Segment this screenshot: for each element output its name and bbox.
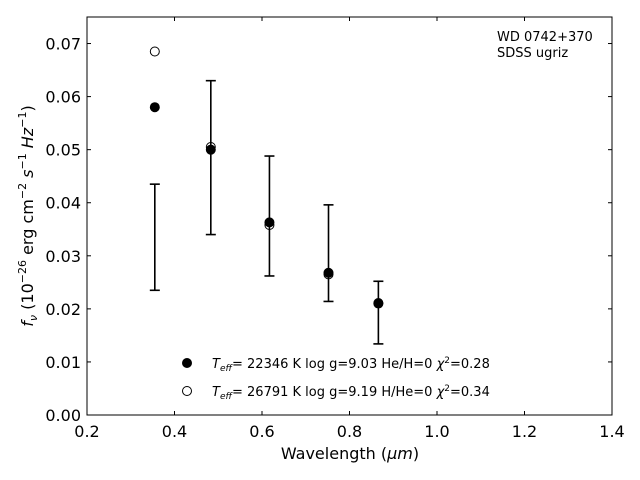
model-point-open <box>264 220 275 231</box>
x-tick-label: 1.0 <box>424 422 449 441</box>
error-bars <box>149 79 384 345</box>
legend-entry-2: Teff= 26791 K log g=9.19 H/He=0 χ2=0.34 <box>212 384 490 402</box>
x-tick-label: 1.4 <box>599 422 624 441</box>
model-point-filled <box>264 217 275 228</box>
y-tick-label: 0.07 <box>45 35 81 54</box>
annotation-object-name: WD 0742+370 <box>497 30 593 45</box>
y-tick-label: 0.05 <box>45 141 81 160</box>
plot-frame <box>86 16 613 416</box>
y-tick-label: 0.06 <box>45 88 81 107</box>
y-tick-label: 0.03 <box>45 247 81 266</box>
x-tick-label: 1.2 <box>512 422 537 441</box>
model-point-filled <box>205 144 216 155</box>
model-point-open <box>323 269 334 280</box>
axis-ticks: 0.2 0.4 0.6 0.8 1.0 1.2 1.4 0.00 0.01 0.02 0.03 0.0… <box>45 17 625 441</box>
y-tick-label: 0.04 <box>45 194 81 213</box>
legend-marker-open <box>182 386 192 396</box>
model-point-filled <box>149 102 160 113</box>
legend: Teff= 22346 K log g=9.03 He/H=0 χ2=0.28 … <box>182 356 490 402</box>
x-tick-label: 0.8 <box>337 422 362 441</box>
x-tick-label: 0.2 <box>74 422 99 441</box>
x-tick-label: 0.4 <box>162 422 187 441</box>
y-tick-label: 0.01 <box>45 353 81 372</box>
x-axis-label: Wavelength (μm) <box>281 444 419 463</box>
x-tick-label: 0.6 <box>249 422 274 441</box>
y-tick-label: 0.02 <box>45 300 81 319</box>
legend-entry-1: Teff= 22346 K log g=9.03 He/H=0 χ2=0.28 <box>212 356 490 374</box>
model-point-open <box>205 142 216 153</box>
data-points <box>149 46 384 309</box>
legend-marker-filled <box>182 358 192 368</box>
y-axis-label: fν (10−26 erg cm−2 s−1 Hz−1) <box>16 105 40 326</box>
model-point-open <box>373 298 384 309</box>
annotation-survey-name: SDSS ugriz <box>497 46 568 61</box>
y-tick-label: 0.00 <box>45 406 81 425</box>
model-point-open <box>149 46 160 57</box>
